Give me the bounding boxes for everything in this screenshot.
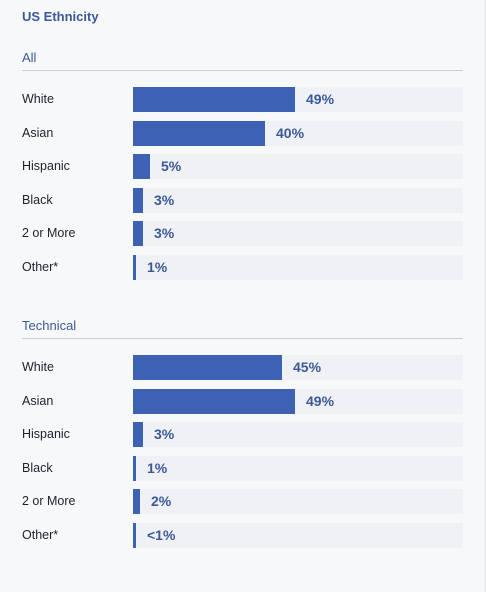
category-label: Hispanic <box>22 159 70 173</box>
data-label: 1% <box>147 258 168 275</box>
category-label: Asian <box>22 125 54 140</box>
bar <box>133 254 136 280</box>
data-label: 3% <box>154 191 175 208</box>
bar <box>133 489 140 514</box>
bar <box>133 187 143 213</box>
bar-track: <1% <box>133 522 463 548</box>
bar-track: 3% <box>133 187 463 213</box>
category-label: Other* <box>22 259 59 274</box>
category-label: Black <box>22 460 53 475</box>
data-label: 40% <box>276 124 305 141</box>
data-label: 5% <box>161 158 182 174</box>
bar-track: 49% <box>133 388 463 414</box>
category-label: 2 or More <box>22 226 76 240</box>
bar-track: 49% <box>133 87 463 112</box>
category-label: White <box>22 360 54 374</box>
bar-track: 1% <box>133 254 463 280</box>
section-divider <box>22 338 463 339</box>
category-label: Black <box>22 192 53 207</box>
category-label: Hispanic <box>22 427 70 441</box>
bar-track: 1% <box>133 455 463 481</box>
section-title: All <box>22 50 37 65</box>
category-label: White <box>22 92 54 106</box>
category-label: 2 or More <box>22 494 76 508</box>
data-label: 45% <box>293 359 322 375</box>
bar-track: 45% <box>133 355 463 380</box>
bar-track: 3% <box>133 422 463 447</box>
bar <box>133 355 282 380</box>
bar-track: 5% <box>133 154 463 179</box>
bar <box>133 455 136 481</box>
data-label: 2% <box>151 493 172 509</box>
section-divider <box>22 70 463 71</box>
section-title: Technical <box>22 318 77 333</box>
bar <box>133 422 143 447</box>
page-title: US Ethnicity <box>22 9 99 24</box>
data-label: 1% <box>147 459 168 476</box>
bar <box>133 221 143 246</box>
bar <box>133 522 136 548</box>
data-label: 3% <box>154 426 175 442</box>
bar-track: 40% <box>133 120 463 146</box>
data-label: 49% <box>306 392 335 409</box>
data-label: <1% <box>147 526 176 543</box>
data-label: 3% <box>154 225 175 241</box>
bar-track: 3% <box>133 221 463 246</box>
bar <box>133 388 295 414</box>
bar <box>133 120 265 146</box>
bar-track: 2% <box>133 489 463 514</box>
data-label: 49% <box>306 91 335 107</box>
bar <box>133 87 295 112</box>
category-label: Other* <box>22 527 59 542</box>
category-label: Asian <box>22 393 54 408</box>
bar <box>133 154 150 179</box>
